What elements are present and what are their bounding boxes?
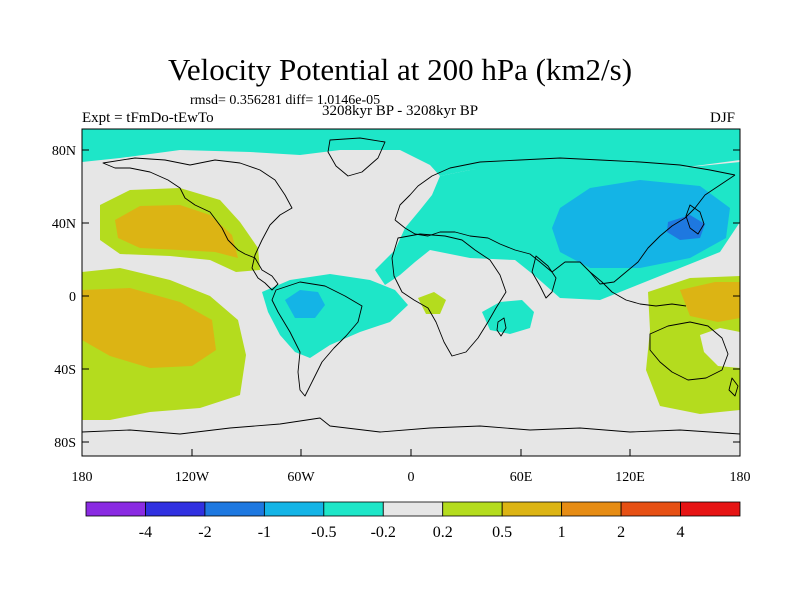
colorbar-swatch [204,501,265,517]
lat-tick-label: 0 [69,290,76,305]
japan-coast [685,204,705,235]
negative-anomaly-regions [82,129,740,358]
lon-tick-label: 0 [408,470,415,485]
south-america-coast [271,281,363,397]
colorbar-swatch [442,501,503,517]
lat-tick-label: 80N [52,144,76,159]
lon-tick-label: 120E [615,470,645,485]
colorbar-label: -2 [198,524,211,541]
lon-axis [81,449,741,456]
eurasia-coast [394,157,736,285]
lat-axis [82,149,740,443]
lat-tick-label: 40N [52,217,76,232]
new-zealand-coast [728,377,739,397]
lon-tick-label: 120W [175,470,210,485]
colorbar-label: 1 [558,524,566,541]
colorbar-swatch [561,501,622,517]
colorbar-label: 4 [677,524,685,541]
colorbar-label: 2 [617,524,625,541]
period-label: 3208kyr BP - 3208kyr BP [322,103,479,119]
colorbar-swatch [680,501,741,517]
lon-tick-label: 60W [287,470,315,485]
map-plot-area [82,129,740,456]
australia-core-positive [680,282,740,322]
lon-tick-label: 180 [72,470,93,485]
australia-inner-neutral [700,328,740,368]
amazon-core-negative [285,290,325,318]
southeast-asia-coast [589,271,687,307]
experiment-label: Expt = tFmDo-tEwTo [82,110,214,126]
greenland-coast [327,137,386,177]
indian-ocean-negative-region [482,300,534,334]
antarctica-coast [82,417,740,435]
lon-tick-label: 180 [730,470,751,485]
colorbar: -4 -2 -1 -0.5 -0.2 0.2 0.5 1 2 4 [85,501,741,541]
colorbar-swatch [323,501,384,517]
africa-coast [391,233,507,357]
stats-label: rmsd= 0.356281 diff= 1.0146e-05 [190,93,381,108]
japan-core-negative [667,215,705,240]
colorbar-label: -1 [258,524,271,541]
lat-tick-label: 40S [54,363,76,378]
north-america-coast [102,157,293,291]
map-title: Velocity Potential at 200 hPa (km2/s) [167,52,633,87]
india-coast [531,255,557,299]
lon-tick-label: 60E [510,470,533,485]
colorbar-swatch [145,501,206,517]
africa-small-positive [418,292,446,314]
madagascar-coast [496,317,507,337]
arctic-negative-band [82,129,740,176]
colorbar-label: 0.5 [492,524,512,541]
east-asia-strong-negative [552,180,730,268]
season-label: DJF [710,110,736,126]
colorbar-swatch [382,501,444,517]
colorbar-swatch [263,501,325,517]
positive-anomaly-regions [82,188,740,420]
colorbar-swatch [620,501,681,517]
north-pacific-core-positive [115,205,238,258]
south-pacific-core-positive [82,288,216,368]
colorbar-label: -0.2 [371,524,396,541]
colorbar-swatch [501,501,563,517]
coastlines [82,137,740,435]
lat-tick-label: 80S [54,436,76,451]
colorbar-label: 0.2 [433,524,453,541]
colorbar-label: -0.5 [311,524,336,541]
colorbar-swatch [85,501,146,517]
australia-coast [649,321,729,381]
colorbar-label: -4 [139,524,152,541]
